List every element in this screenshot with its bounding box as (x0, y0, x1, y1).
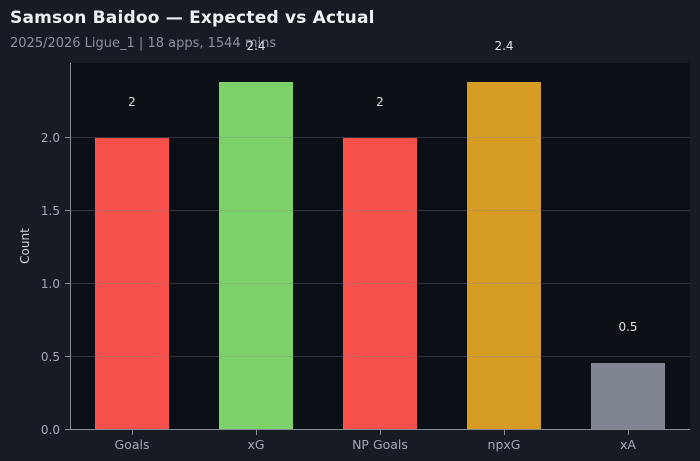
y-tick-label: 1.0 (40, 276, 60, 291)
bar-value-label: 2 (376, 95, 384, 109)
chart-title: Samson Baidoo — Expected vs Actual (10, 8, 375, 28)
x-axis-spine (70, 429, 690, 430)
y-tick-mark (65, 355, 70, 357)
x-tick-mark (132, 430, 133, 435)
bar-value-label: 2.4 (246, 39, 266, 53)
gridline (70, 136, 690, 138)
bar-goals (95, 138, 169, 430)
bar-xg (219, 82, 293, 430)
y-tick-mark (65, 209, 70, 211)
chart-subtitle: 2025/2026 Ligue_1 | 18 apps, 1544 mins (10, 36, 277, 51)
y-tick-label: 0.5 (40, 349, 60, 364)
y-tick-mark (65, 282, 70, 284)
gridline (70, 209, 690, 211)
y-tick-mark (65, 136, 70, 138)
y-tick-label: 0.0 (40, 423, 60, 437)
x-tick-mark (628, 430, 629, 435)
x-tick-label: xG (247, 437, 265, 452)
x-tick-mark (380, 430, 381, 435)
y-tick-mark (65, 429, 70, 430)
bar-xa (591, 363, 665, 430)
x-tick-label: Goals (114, 437, 150, 452)
x-tick-mark (256, 430, 257, 435)
y-axis-spine (70, 63, 71, 430)
y-tick-label: 1.5 (40, 203, 60, 218)
x-tick-label: NP Goals (352, 437, 408, 452)
y-axis-label: Count (18, 228, 32, 264)
bar-npxg (467, 82, 541, 430)
x-tick-label: npxG (487, 437, 521, 452)
x-tick-label: xA (620, 437, 636, 452)
plot-area: 0.0 0.5 1.0 1.5 2.0 2 Goals 2.4 xG 2 NP Goals 2.4 np… (41, 39, 690, 452)
bar-np-goals (343, 138, 417, 430)
x-tick-mark (504, 430, 505, 435)
bar-value-label: 2.4 (494, 39, 514, 53)
gridline (70, 355, 690, 357)
bar-value-label: 0.5 (618, 320, 638, 334)
gridline (70, 282, 690, 284)
y-tick-label: 2.0 (40, 130, 60, 145)
bar-value-label: 2 (128, 95, 136, 109)
